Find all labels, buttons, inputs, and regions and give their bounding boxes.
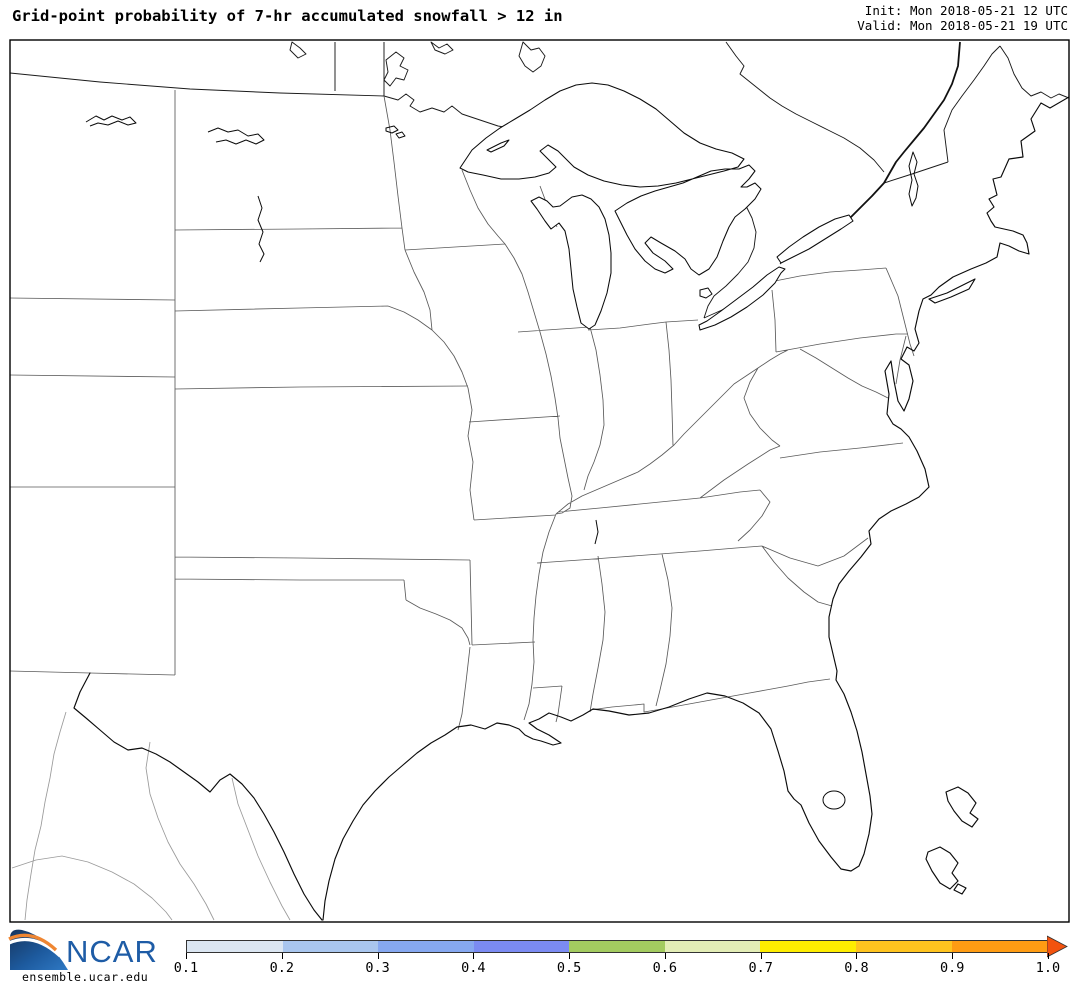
inland-waters [85,115,919,810]
great-lakes [459,82,854,331]
state-borders [10,90,915,731]
colorbar-tick-label: 0.8 [844,960,869,976]
colorbar-tick-label: 0.1 [173,960,199,976]
colorbar-tick [760,953,762,959]
colorbar-tick-label: 0.2 [269,960,294,976]
colorbar-tick [856,953,858,959]
colorbar-tick [664,953,666,959]
colorbar-segment [664,941,761,952]
colorbar-tick-label: 0.4 [461,960,486,976]
colorbar-tick [569,953,571,959]
colorbar-tick-label: 0.6 [652,960,678,976]
colorbar-segment [760,941,856,952]
map-frame [9,39,1070,923]
colorbar: 0.1 0.2 0.3 0.4 0.5 0.6 0.7 0.8 0.9 1.0 [174,935,1068,978]
colorbar-tick [186,953,187,959]
colorbar-tick-label: 0.7 [748,960,773,976]
colorbar-tick [473,953,475,959]
mexico-state-borders [11,711,291,921]
colorbar-tick [377,953,379,959]
st-lawrence-river [847,41,961,221]
ncar-wordmark: NCAR [66,934,158,969]
colorbar-tick-label: 1.0 [1035,960,1061,976]
timestamps: Init: Mon 2018-05-21 12 UTC Valid: Mon 2… [857,3,1068,33]
init-timestamp: Init: Mon 2018-05-21 12 UTC [864,3,1068,18]
colorbar-segment [473,941,570,952]
colorbar-tick-label: 0.5 [556,960,582,976]
ncar-logo: NCAR [8,929,158,970]
colorbar-tick [281,953,283,959]
bahamas-islands [925,786,979,895]
rio-grande-border [73,672,323,921]
colorbar-arrow-icon [1047,935,1068,958]
ncar-logo-swoosh [8,929,68,970]
colorbar-segment [378,941,474,952]
colorbar-segment [855,941,952,952]
valid-timestamp: Valid: Mon 2018-05-21 19 UTC [857,18,1068,33]
colorbar-segment [282,941,379,952]
colorbar-tick [1048,953,1049,959]
canada-border [10,41,1069,319]
colorbar-tick [952,953,954,959]
colorbar-track [186,940,1048,953]
logo-site-url: ensemble.ucar.edu [22,970,149,984]
page-title: Grid-point probability of 7-hr accumulat… [12,7,563,25]
colorbar-tick-label: 0.3 [365,960,390,976]
coastline [322,96,1069,921]
colorbar-segment [187,941,283,952]
colorbar-segment [951,941,1048,952]
colorbar-segment [569,941,665,952]
colorbar-tick-label: 0.9 [940,960,965,976]
footer: NCAR ensemble.ucar.edu [0,922,1080,985]
